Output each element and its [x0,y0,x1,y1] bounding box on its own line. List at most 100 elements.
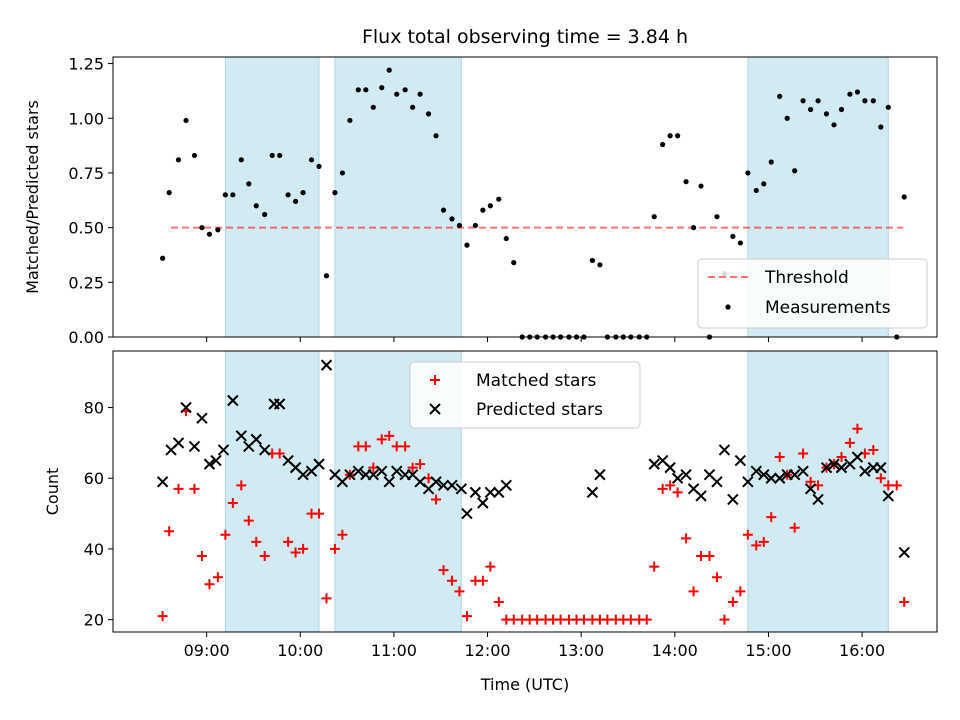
x-tick-label: 09:00 [184,641,230,660]
predicted-star-point [484,486,497,499]
predicted-star-point [352,465,365,477]
measurement-point [316,163,322,169]
predicted-star-point [898,546,910,559]
predicted-star-point [313,458,325,470]
measurement-point [433,133,439,139]
predicted-star-point [383,476,395,488]
matched-star-point [391,441,402,452]
matched-star-point [681,533,692,544]
predicted-star-point [859,465,871,477]
predicted-star-point [586,486,599,499]
measurement-point [847,91,853,97]
measurement-point [370,104,376,110]
chart-title: Flux total observing time = 3.84 h [362,26,688,48]
predicted-star-point [664,461,676,474]
measurement-point [745,170,751,176]
threshold-legend-label: Threshold [764,268,849,288]
bottom-y-tick-label: 20 [84,611,104,630]
measurement-point [253,203,259,209]
measurements-legend-label: Measurements [765,298,891,318]
predicted-star-point [210,454,222,467]
matched-star-point [555,614,566,625]
matched-star-point [875,473,886,484]
predicted-star-point [812,493,824,506]
predicted-star-point [250,433,262,446]
measurement-point [730,233,736,239]
matched-star-point [314,508,324,519]
matched-star-point [189,483,200,494]
measurement-point [589,257,596,264]
predicted-star-point [430,476,442,488]
top-y-tick-label: 0.50 [68,219,104,238]
measurement-point [854,89,861,95]
top-legend: Threshold Measurements [697,258,928,329]
matched-star-point [665,480,676,491]
x-tick-label: 10:00 [277,641,323,660]
matched-star-point [283,536,294,547]
measurement-point [698,183,704,189]
matched-star-point [868,444,879,455]
predicted-star-point [765,472,777,484]
matched-star-point [438,565,449,576]
predicted-star-point [680,469,692,481]
matched-star-point [641,614,652,625]
matched-star-point [649,561,660,572]
matched-star-point [883,480,894,491]
matched-star-point [196,551,207,562]
predicted-star-point [695,490,707,502]
predicted-star-point [835,461,848,474]
predicted-star-point [648,458,660,470]
matched-star-point [508,614,519,625]
predicted-stars-legend-swatch [429,403,441,415]
measurement-point [277,152,283,159]
measurement-point [480,207,486,213]
predicted-star-point [594,469,606,481]
measurement-point [410,104,416,110]
predicted-star-point [500,479,512,492]
star-count-points [156,359,910,625]
measurement-point [597,262,603,268]
measurement-point [456,222,463,229]
matched-star-point [376,434,387,445]
matched-star-point [298,543,309,554]
measurement-point [496,196,502,202]
predicted-star-point [455,483,468,495]
predicted-star-point [788,469,801,481]
predicted-star-point [711,476,723,488]
measurement-point [262,211,268,218]
measurement-point [737,240,743,246]
measurement-point [714,214,720,220]
predicted-star-point [461,507,473,520]
matched-star-point [431,494,442,505]
measurement-point [838,106,845,113]
measurement-point [823,111,830,117]
measurement-point [206,231,213,237]
matched-star-point [220,529,231,540]
matched-star-point [290,547,301,558]
predicted-star-point [217,444,230,456]
predicted-star-point [188,440,201,453]
measurements-legend-swatch [725,304,731,310]
matched-star-point [415,459,426,470]
measurement-point [285,192,291,198]
measurement-point [183,117,189,124]
matched-stars-legend-label: Matched stars [476,371,596,391]
measurement-point [862,98,868,104]
measurement-point [464,242,470,248]
matched-star-point [751,540,762,551]
measurement-point [683,179,689,185]
bottom-y-tick-label: 60 [84,469,104,488]
predicted-star-point [344,469,356,481]
predicted-star-point [773,472,786,484]
matched-star-point [688,586,699,597]
bottom-y-tick-label: 40 [84,540,104,559]
matched-star-point [625,614,636,625]
bottom-shaded-intervals [224,350,889,633]
matched-star-point [891,480,902,491]
matched-star-point [321,593,332,604]
measurement-point [511,260,517,266]
predicted-star-point [875,461,887,474]
predicted-star-point [446,479,458,492]
matched-star-point [672,487,683,498]
